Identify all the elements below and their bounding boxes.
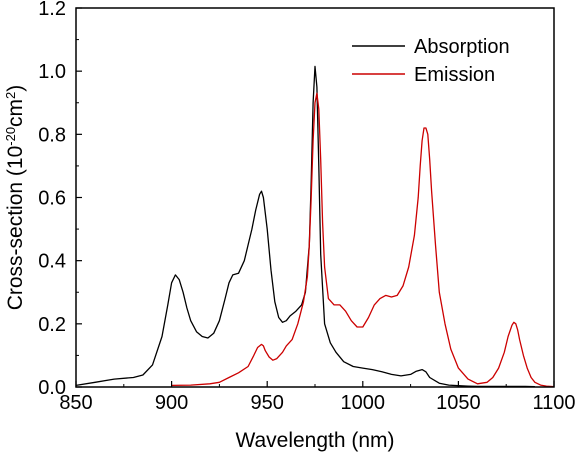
- series-line-emission: [171, 92, 555, 388]
- y-tick-label: 0.6: [38, 188, 66, 210]
- ticks-layer: 850 900 950 1000 1050 1100 0.0 0.2 0.4 0.6 0.8 1.0 1…: [38, 0, 575, 414]
- x-tick-label: 850: [59, 392, 92, 414]
- x-tick-label: 900: [155, 392, 188, 414]
- y-axis-title: Cross-section (10-20cm2): [3, 85, 28, 311]
- y-tick-label: 1.0: [38, 61, 66, 83]
- x-tick-label: 950: [251, 392, 284, 414]
- y-tick-label: 1.2: [38, 0, 66, 20]
- x-tick-label: 1050: [436, 392, 481, 414]
- x-tick-label: 1000: [341, 392, 386, 414]
- y-tick-label: 0.2: [38, 314, 66, 336]
- legend-label-emission: Emission: [414, 64, 495, 86]
- legend: Absorption Emission: [352, 36, 510, 86]
- x-tick-label: 1100: [532, 392, 575, 414]
- y-tick-label: 0.4: [38, 251, 66, 273]
- x-axis-title: Wavelength (nm): [235, 429, 394, 452]
- series-layer: [75, 65, 555, 388]
- legend-label-absorption: Absorption: [414, 36, 510, 58]
- y-tick-label: 0.8: [38, 124, 66, 146]
- y-tick-label: 0.0: [38, 377, 66, 399]
- series-line-absorption: [75, 65, 535, 388]
